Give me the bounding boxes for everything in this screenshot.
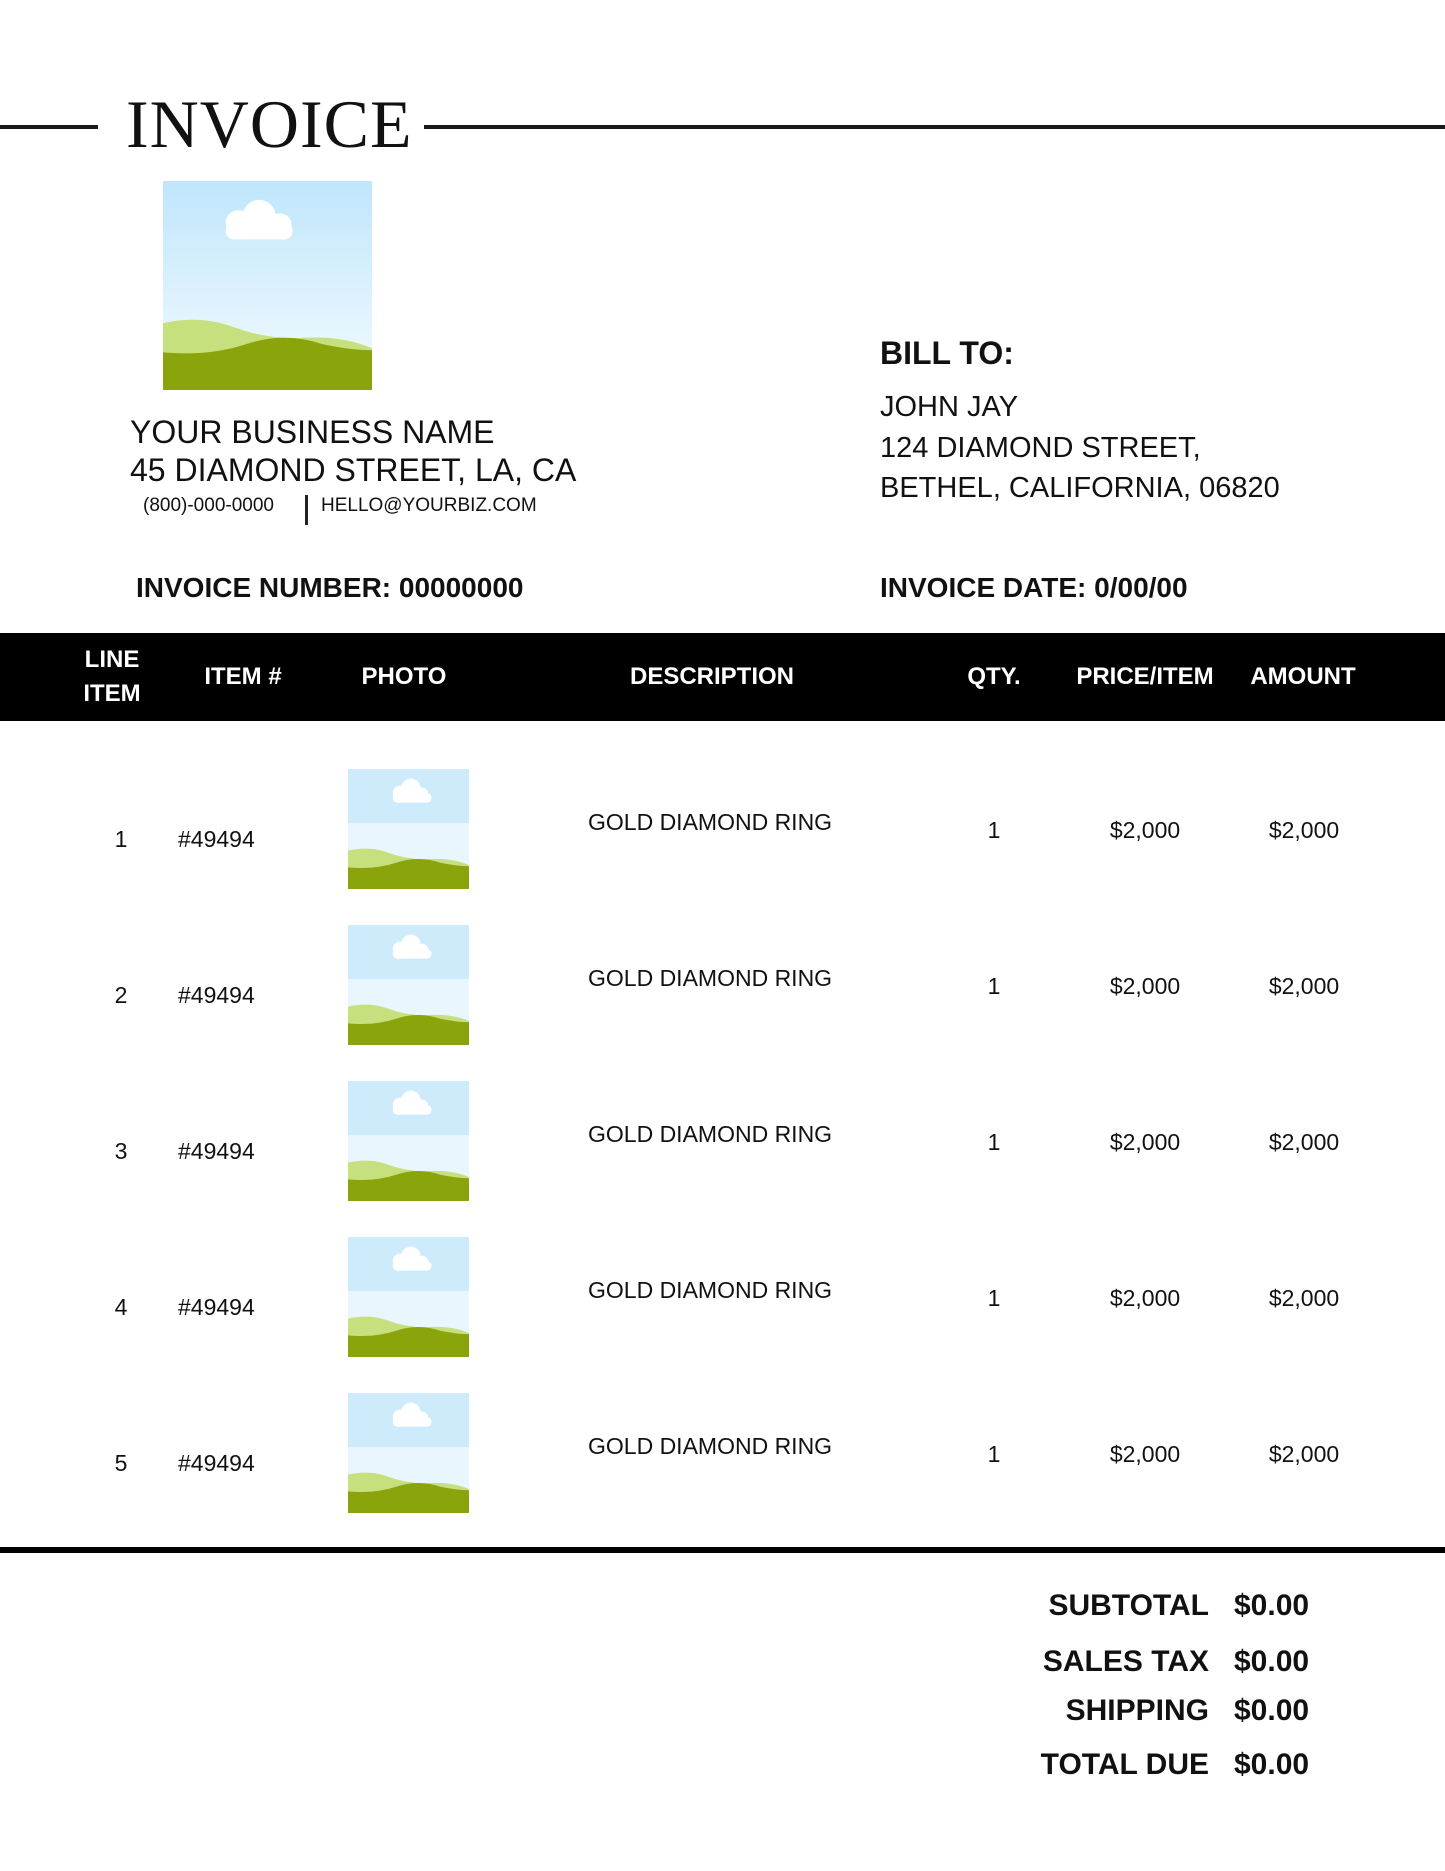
row-item-number: #49494 — [178, 1294, 255, 1320]
row-amount: $2,000 — [1268, 1441, 1340, 1467]
subtotal-label: SUBTOTAL — [1048, 1589, 1209, 1622]
table-row: 1 #49494 GOLD DIAMOND RING 1 $2,000 $2,0… — [0, 769, 1445, 889]
shipping-label: SHIPPING — [1065, 1694, 1209, 1727]
row-amount: $2,000 — [1268, 817, 1340, 843]
title-rule-left — [0, 125, 98, 129]
row-price: $2,000 — [1109, 817, 1181, 843]
row-amount: $2,000 — [1268, 1285, 1340, 1311]
title-rule-right — [424, 125, 1445, 129]
bill-to-street: 124 DIAMOND STREET, — [880, 432, 1201, 464]
row-description: GOLD DIAMOND RING — [588, 1433, 833, 1459]
row-item-number: #49494 — [178, 982, 255, 1008]
row-photo — [348, 1393, 469, 1513]
invoice-number: INVOICE NUMBER: 00000000 — [136, 572, 524, 603]
row-line-number: 3 — [114, 1138, 128, 1164]
header-photo: PHOTO — [361, 663, 447, 690]
row-photo — [348, 1081, 469, 1201]
landscape-placeholder-icon — [163, 181, 372, 390]
subtotal-value: $0.00 — [1234, 1589, 1310, 1622]
landscape-placeholder-icon — [348, 1393, 469, 1513]
landscape-placeholder-icon — [348, 1237, 469, 1357]
row-item-number: #49494 — [178, 1450, 255, 1476]
bill-to-heading: BILL TO: — [880, 335, 1014, 371]
table-row: 2 #49494 GOLD DIAMOND RING 1 $2,000 $2,0… — [0, 925, 1445, 1045]
row-line-number: 5 — [114, 1450, 128, 1476]
row-photo — [348, 925, 469, 1045]
table-header: LINE ITEM ITEM # PHOTO DESCRIPTION QTY. … — [0, 633, 1445, 721]
row-description: GOLD DIAMOND RING — [588, 965, 833, 991]
bill-to-city: BETHEL, CALIFORNIA, 06820 — [880, 472, 1280, 504]
header-qty: QTY. — [967, 663, 1021, 690]
invoice-title: INVOICE — [126, 86, 413, 162]
business-address: 45 DIAMOND STREET, LA, CA — [130, 452, 577, 488]
business-name: YOUR BUSINESS NAME — [130, 414, 495, 450]
contact-divider — [305, 495, 308, 525]
business-logo-image — [163, 181, 372, 390]
row-description: GOLD DIAMOND RING — [588, 1277, 833, 1303]
header-line-item-line1: LINE — [84, 646, 140, 673]
total-due-label: TOTAL DUE — [1040, 1748, 1209, 1781]
sales-tax-label: SALES TAX — [1042, 1645, 1209, 1678]
sales-tax-value: $0.00 — [1234, 1645, 1310, 1678]
row-amount: $2,000 — [1268, 1129, 1340, 1155]
header-amount: AMOUNT — [1250, 663, 1356, 690]
landscape-placeholder-icon — [348, 925, 469, 1045]
row-description: GOLD DIAMOND RING — [588, 1121, 833, 1147]
row-price: $2,000 — [1109, 1129, 1181, 1155]
row-line-number: 1 — [114, 826, 128, 852]
row-qty: 1 — [987, 1285, 1001, 1311]
row-line-number: 2 — [114, 982, 128, 1008]
row-line-number: 4 — [114, 1294, 128, 1320]
invoice-date: INVOICE DATE: 0/00/00 — [880, 572, 1188, 603]
table-row: 3 #49494 GOLD DIAMOND RING 1 $2,000 $2,0… — [0, 1081, 1445, 1201]
row-photo — [348, 769, 469, 889]
landscape-placeholder-icon — [348, 1081, 469, 1201]
header-price: PRICE/ITEM — [1076, 663, 1214, 690]
row-price: $2,000 — [1109, 1285, 1181, 1311]
row-qty: 1 — [987, 1129, 1001, 1155]
row-photo — [348, 1237, 469, 1357]
row-amount: $2,000 — [1268, 973, 1340, 999]
table-row: 5 #49494 GOLD DIAMOND RING 1 $2,000 $2,0… — [0, 1393, 1445, 1513]
header-line-item: LINE ITEM — [60, 643, 164, 711]
row-qty: 1 — [987, 1441, 1001, 1467]
row-description: GOLD DIAMOND RING — [588, 809, 833, 835]
table-bottom-rule — [0, 1547, 1445, 1553]
row-price: $2,000 — [1109, 1441, 1181, 1467]
row-qty: 1 — [987, 973, 1001, 999]
row-qty: 1 — [987, 817, 1001, 843]
shipping-value: $0.00 — [1234, 1694, 1310, 1727]
row-price: $2,000 — [1109, 973, 1181, 999]
header-line-item-line2: ITEM — [83, 680, 141, 707]
header-description: DESCRIPTION — [629, 663, 794, 690]
row-item-number: #49494 — [178, 1138, 255, 1164]
business-phone: (800)-000-0000 — [143, 495, 274, 516]
bill-to-name: JOHN JAY — [880, 391, 1019, 423]
business-email: HELLO@YOURBIZ.COM — [321, 495, 537, 516]
row-item-number: #49494 — [178, 826, 255, 852]
header-item-number: ITEM # — [204, 663, 282, 690]
total-due-value: $0.00 — [1234, 1748, 1310, 1781]
landscape-placeholder-icon — [348, 769, 469, 889]
table-row: 4 #49494 GOLD DIAMOND RING 1 $2,000 $2,0… — [0, 1237, 1445, 1357]
